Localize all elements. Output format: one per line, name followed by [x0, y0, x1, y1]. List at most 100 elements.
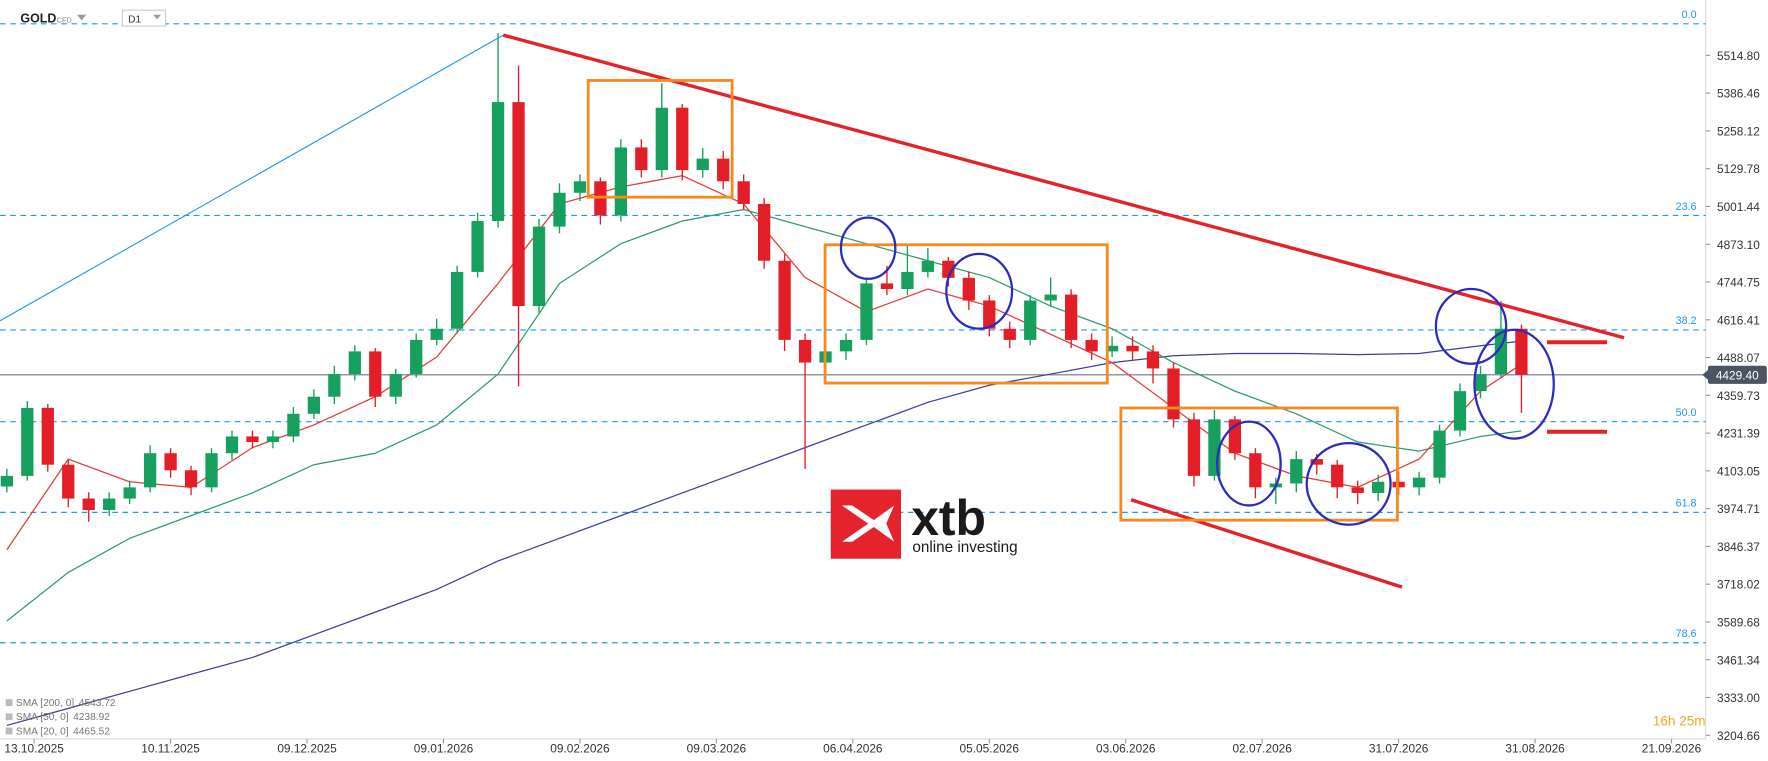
candle-body	[901, 271, 914, 290]
candle-body	[758, 203, 771, 261]
candle-body	[491, 102, 505, 222]
y-tick-label: 3204.66	[1717, 729, 1760, 743]
legend-name: SMA [20, 0]	[16, 726, 69, 737]
fib-level-label: 61.8	[1676, 498, 1697, 510]
candle-body	[1412, 477, 1426, 488]
logo-mark	[830, 489, 901, 559]
legend-icon	[5, 699, 13, 707]
candle-body	[532, 226, 546, 307]
fib-level-label: 78.6	[1676, 628, 1697, 640]
candle-body	[1453, 391, 1467, 431]
legend-icon	[5, 713, 13, 721]
candle-body	[1310, 459, 1323, 465]
legend-value: 4465.52	[73, 726, 110, 737]
candle-body	[839, 339, 853, 352]
legend-entry: SMA [50, 0] 4238.92	[16, 712, 110, 723]
drawings	[0, 33, 1625, 589]
candle-body	[1331, 464, 1344, 488]
candle-body	[1146, 351, 1160, 369]
x-tick-label: 09.03.2026	[687, 742, 747, 756]
sma-line	[6, 208, 1522, 622]
x-tick-label: 21.09.2026	[1642, 742, 1702, 756]
candle-body	[430, 328, 443, 340]
highlight-circle	[839, 216, 897, 280]
candle-body	[1433, 430, 1446, 478]
candle-body	[921, 260, 935, 272]
candle-body	[573, 181, 587, 193]
candle-body	[1024, 300, 1037, 340]
last-price-tag-arrow	[1702, 369, 1710, 381]
y-tick-label: 4744.75	[1717, 276, 1760, 290]
y-tick-label: 4103.05	[1717, 464, 1760, 478]
candle-body	[287, 413, 300, 437]
y-tick-label: 3461.34	[1717, 653, 1760, 667]
candle-body	[778, 260, 791, 340]
y-tick-label: 4873.10	[1717, 238, 1760, 252]
candle-body	[860, 283, 873, 340]
candle-body	[512, 102, 525, 307]
y-tick-label: 5129.78	[1717, 162, 1760, 176]
candle-body	[1085, 339, 1098, 352]
candle-body	[450, 271, 464, 329]
candle-body	[143, 453, 157, 488]
x-tick-label: 31.07.2026	[1369, 742, 1429, 756]
x-tick-label: 09.02.2026	[550, 742, 610, 756]
candle-body	[82, 498, 95, 511]
x-tick-label: 13.10.2025	[4, 742, 64, 756]
candle-body	[41, 407, 54, 465]
trend-line	[502, 33, 1625, 340]
y-tick-label: 4488.07	[1717, 351, 1760, 365]
candle-body	[1187, 419, 1201, 476]
candle-body	[1290, 459, 1303, 484]
candle-body	[1065, 294, 1078, 340]
highlight-circle	[1305, 441, 1392, 526]
y-tick-label: 4616.41	[1717, 313, 1760, 327]
last-price-label: 4429.40	[1716, 368, 1759, 382]
candle-body	[635, 147, 648, 171]
candle-body	[962, 277, 975, 301]
last-price-tag	[1707, 365, 1767, 384]
candle-body	[225, 436, 239, 454]
candle-body	[389, 374, 402, 397]
bar-countdown: 16h 25m	[1653, 713, 1706, 728]
candle-body	[1351, 487, 1364, 493]
symbol-dropdown[interactable]	[77, 14, 87, 21]
candle-body	[103, 498, 116, 511]
candle-body	[184, 470, 198, 488]
fib-level-label: 23.6	[1676, 201, 1697, 213]
sma-line	[6, 175, 1522, 551]
candle-body	[696, 158, 709, 171]
range-box	[586, 79, 734, 199]
candle-body	[1003, 328, 1016, 340]
trend-line	[1130, 498, 1403, 589]
x-tick-label: 09.12.2025	[277, 742, 337, 756]
candle-body	[676, 107, 689, 171]
logo-tagline: online investing	[912, 539, 1017, 556]
interval-select[interactable]	[121, 9, 167, 27]
candle-body	[1474, 374, 1487, 392]
y-tick-label: 3846.37	[1717, 540, 1760, 554]
highlight-circle	[1473, 328, 1555, 440]
candle-body	[1126, 345, 1139, 352]
candle-body	[21, 407, 34, 476]
candle-body	[1105, 345, 1119, 352]
x-tick-label: 09.01.2026	[414, 742, 474, 756]
candle-body	[942, 260, 955, 278]
candle-body	[983, 300, 996, 329]
candle-body	[246, 436, 259, 443]
x-tick-label: 06.04.2026	[823, 742, 883, 756]
legend-icon	[5, 727, 13, 735]
candle-body	[614, 147, 628, 216]
candle-body	[1167, 368, 1180, 420]
logo: xtb online investing	[830, 489, 1018, 559]
candle-body	[348, 351, 361, 375]
highlight-circle	[1434, 287, 1508, 365]
candle-body	[410, 339, 423, 375]
candle-body	[1249, 453, 1262, 488]
y-tick-label: 3718.02	[1717, 578, 1760, 592]
x-tick-label: 05.05.2026	[960, 742, 1020, 756]
y-tick-label: 5386.46	[1717, 87, 1760, 101]
y-tick-label: 3974.71	[1717, 502, 1760, 516]
